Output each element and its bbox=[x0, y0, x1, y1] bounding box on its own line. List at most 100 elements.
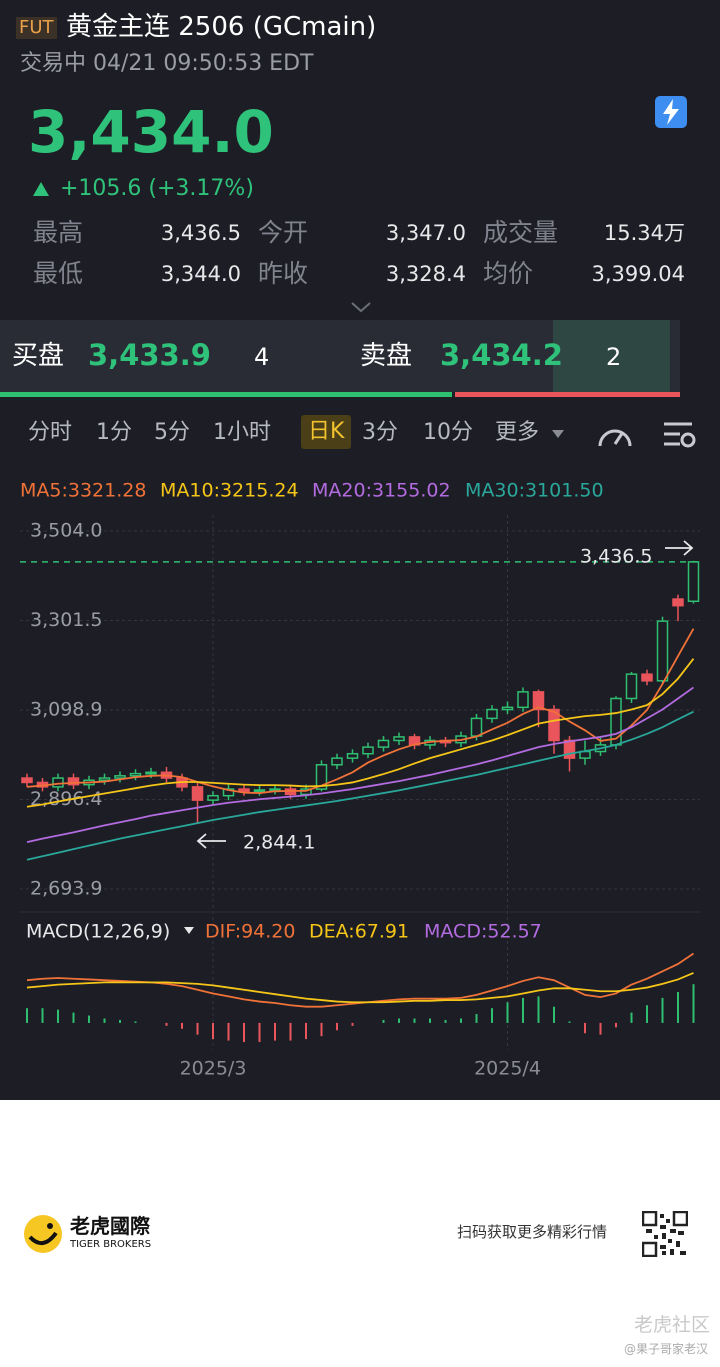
stat-value: 3,344.0 bbox=[160, 262, 241, 286]
macd-legend: DEA:67.91 bbox=[309, 921, 409, 943]
ask-price: 3,434.2 bbox=[440, 338, 563, 372]
candle-body bbox=[346, 752, 359, 759]
ma-legend: MA20:3155.02 bbox=[312, 480, 451, 502]
x-tick-label: 2025/4 bbox=[474, 1058, 541, 1080]
stat-label: 今开 bbox=[258, 218, 309, 247]
candle-body bbox=[129, 772, 142, 777]
macd-legend: DIF:94.20 bbox=[205, 921, 295, 943]
tab[interactable]: 分时 bbox=[28, 420, 73, 445]
tab[interactable]: 10分 bbox=[423, 420, 473, 445]
dropdown bbox=[552, 430, 564, 438]
candle-body bbox=[207, 794, 219, 801]
dif-line bbox=[26, 952, 695, 1008]
stat-label: 成交量 bbox=[483, 218, 559, 247]
tool-icons[interactable] bbox=[596, 418, 706, 452]
stat-value: 3,436.5 bbox=[160, 221, 241, 245]
low-label: 2,844.1 bbox=[243, 832, 316, 854]
candle-body bbox=[362, 746, 374, 755]
change: +105.6 (+3.17%) bbox=[60, 176, 254, 201]
ask-bar bbox=[455, 392, 680, 397]
candle-body bbox=[191, 786, 204, 801]
high-label: 3,436.5 bbox=[580, 546, 653, 568]
up-arrow bbox=[33, 182, 49, 196]
brand-cn: 老虎國際 bbox=[70, 1214, 150, 1238]
y-tick-label: 3,098.9 bbox=[30, 699, 103, 721]
ma-legend: MA5:3321.28 bbox=[20, 480, 146, 502]
credit: @果子哥家老汉 bbox=[624, 1342, 709, 1356]
tab[interactable]: 日K bbox=[301, 415, 352, 449]
qr-code bbox=[642, 1211, 688, 1257]
y-tick-label: 3,504.0 bbox=[30, 520, 103, 542]
y-tick-label: 3,301.5 bbox=[30, 609, 103, 631]
bid-bar bbox=[0, 392, 452, 397]
candle-body bbox=[656, 620, 669, 682]
candle-body bbox=[145, 771, 157, 775]
arrow bbox=[665, 540, 694, 556]
stat-label: 最高 bbox=[33, 218, 84, 247]
stat-label: 最低 bbox=[33, 259, 84, 288]
macd-legend: MACD:52.57 bbox=[424, 921, 542, 943]
chart: MA5:3321.28 MA10:3215.24 MA20:3155.02 MA30:… bbox=[20, 480, 700, 1080]
promo: 扫码获取更多精彩行情 bbox=[457, 1223, 608, 1241]
brand-en: TIGER BROKERS bbox=[70, 1239, 152, 1250]
stat-label: 均价 bbox=[483, 259, 534, 288]
ask-size-bg bbox=[553, 320, 670, 392]
ma-line bbox=[26, 710, 694, 861]
dea-line bbox=[26, 972, 694, 1004]
tab[interactable]: 1分 bbox=[96, 420, 132, 445]
logo bbox=[24, 1215, 62, 1253]
ma-line bbox=[26, 658, 695, 808]
candle-body bbox=[641, 673, 653, 682]
app-screen: FUT 黄金主连 2506 (GCmain) 交易中 04/21 09:50:5… bbox=[0, 0, 720, 1100]
stat-value: 3,399.04 bbox=[591, 262, 685, 286]
bid-label: 买盘 bbox=[12, 341, 65, 371]
candle-body bbox=[563, 739, 576, 759]
ask-size: 2 bbox=[606, 343, 622, 371]
tab[interactable]: 5分 bbox=[154, 420, 190, 445]
stat-value: 15.34万 bbox=[603, 221, 685, 245]
arrow bbox=[196, 833, 226, 849]
candle-body bbox=[315, 764, 328, 790]
y-tick-label: 2,693.9 bbox=[30, 878, 103, 900]
candle-body bbox=[672, 598, 684, 607]
ma-line bbox=[26, 686, 695, 843]
y-tick-label: 2,896.4 bbox=[30, 788, 103, 810]
badge: FUT bbox=[16, 17, 57, 39]
ma-line bbox=[26, 628, 695, 794]
candle-body bbox=[98, 777, 111, 781]
x-tick-label: 2025/3 bbox=[180, 1058, 247, 1080]
bid-price: 3,433.9 bbox=[88, 338, 211, 372]
bid-size: 4 bbox=[254, 343, 270, 371]
candle-body bbox=[253, 789, 266, 793]
candle-body bbox=[377, 739, 390, 748]
dropdown bbox=[184, 927, 194, 934]
stat-label: 昨收 bbox=[258, 259, 309, 288]
candle-body bbox=[114, 775, 126, 779]
candle-body bbox=[548, 708, 560, 742]
candle-body bbox=[625, 673, 638, 700]
macd-title: MACD(12,26,9) bbox=[26, 921, 170, 943]
candle-body bbox=[486, 708, 498, 720]
tab[interactable]: 更多 bbox=[495, 420, 540, 445]
candle-body bbox=[393, 736, 405, 742]
candle-body bbox=[501, 706, 514, 711]
flash-icon[interactable] bbox=[654, 95, 688, 129]
tab[interactable]: 3分 bbox=[362, 420, 398, 445]
candle-body bbox=[687, 561, 700, 603]
candle-body bbox=[517, 691, 529, 709]
stat-value: 3,328.4 bbox=[385, 262, 466, 286]
ask-label: 卖盘 bbox=[360, 341, 413, 371]
title: 黄金主连 2506 (GCmain) bbox=[66, 12, 377, 42]
stat-value: 3,347.0 bbox=[385, 221, 466, 245]
candle-body bbox=[331, 757, 343, 766]
candle-body bbox=[52, 777, 64, 788]
price: 3,434.0 bbox=[28, 98, 274, 166]
status: 交易中 04/21 09:50:53 EDT bbox=[20, 51, 314, 76]
ma-legend: MA10:3215.24 bbox=[160, 480, 299, 502]
candle-body bbox=[67, 777, 80, 786]
expand[interactable] bbox=[350, 300, 372, 314]
candle-body bbox=[21, 777, 33, 784]
watermark: 老虎社区 bbox=[634, 1314, 711, 1336]
tab[interactable]: 1小时 bbox=[213, 420, 271, 445]
